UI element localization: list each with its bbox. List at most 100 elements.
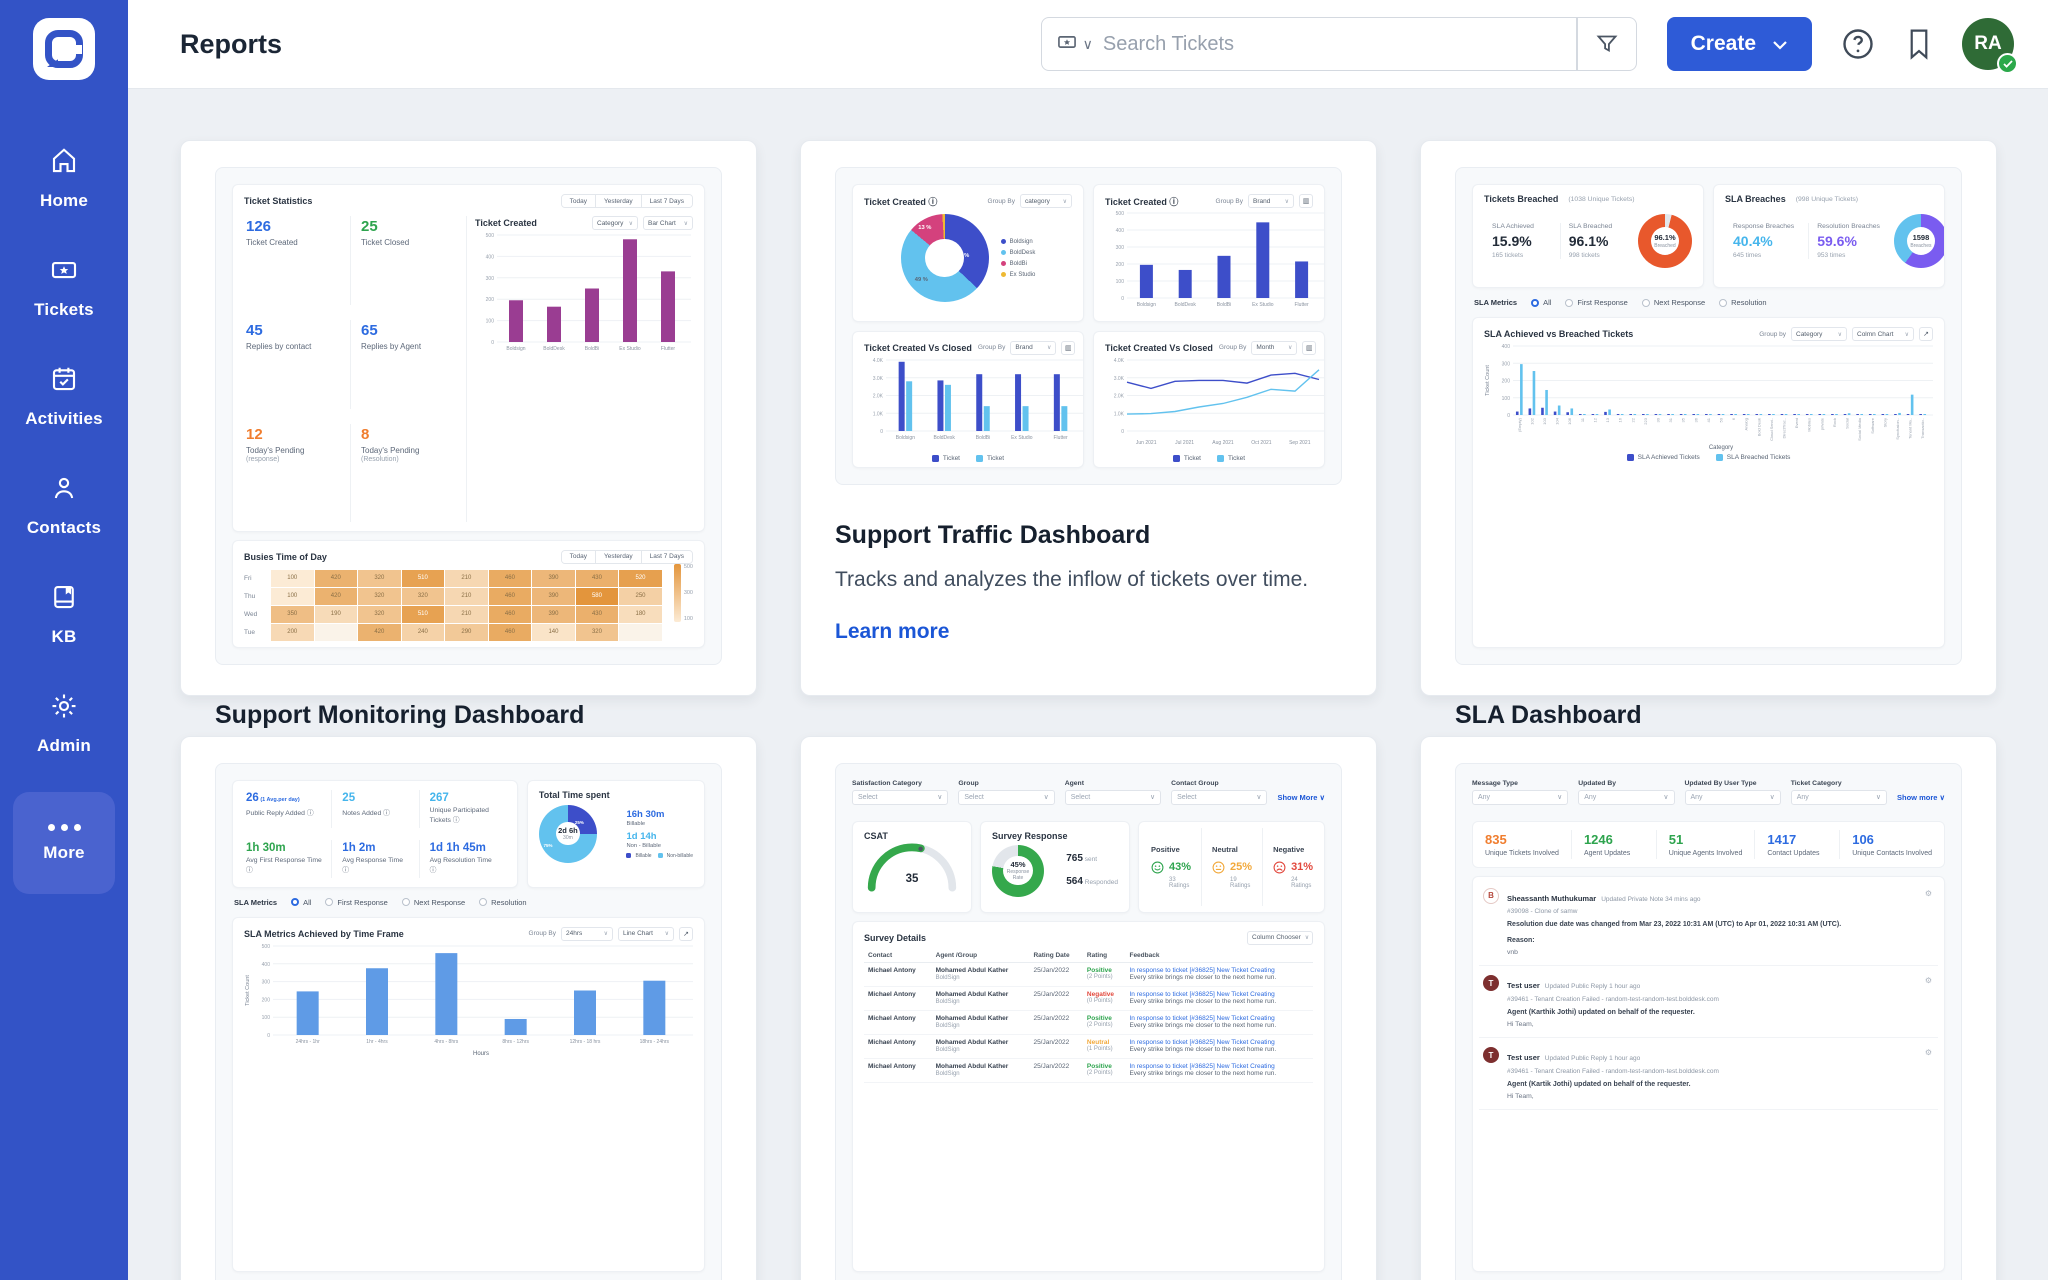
sidebar-item-label: Contacts (26, 518, 102, 537)
svg-text:Boldsign: Boldsign (896, 435, 915, 441)
report-card-sla[interactable]: Tickets Breached (1038 Unique Tickets) SLA… (1420, 140, 1997, 822)
chevron-down-icon: ∨ (1256, 794, 1262, 801)
chevron-down-icon: ∨ (1284, 198, 1289, 205)
stat-value: 1h 30m (246, 841, 286, 854)
svg-text:1.0K: 1.0K (873, 411, 884, 417)
created-vs-closed-line-panel: Ticket Created Vs Closed Group By Month ∨ ▥ 0… (1093, 330, 1325, 468)
stat-item: 564 Responded (1066, 875, 1118, 887)
bookmark-button[interactable] (1904, 27, 1934, 61)
filter-select: Select ∨ (1171, 789, 1268, 805)
heatmap-cell: 580 (575, 587, 619, 605)
filter-icon[interactable] (1578, 32, 1636, 56)
search-scope-selector[interactable]: ∨ (1042, 31, 1103, 58)
radio-option: First Response (1565, 298, 1628, 307)
sidebar-item-kb[interactable]: KB (0, 560, 128, 669)
svg-text:Flutter: Flutter (1054, 435, 1069, 441)
svg-text:Category: Category (1708, 445, 1732, 451)
report-card-ticket-conversation[interactable]: Message Type Any ∨ Updated By Any ∨ Updated By… (1420, 735, 1997, 1280)
radio-option: All (291, 898, 311, 907)
mini-select: 24hrs ∨ (561, 926, 613, 941)
expand-icon: ↗ (1919, 327, 1933, 341)
survey-response-panel: Survey Response 45% Response Rate 765 sent 56… (980, 820, 1130, 913)
stat-label: Unique Contacts Involved (1852, 849, 1932, 857)
donut-chart: 1598 Breaches (1893, 214, 1944, 268)
card-thumbnail: Tickets Breached (1038 Unique Tickets) SLA… (1455, 167, 1962, 665)
stat-label: Ticket Closed (361, 238, 410, 247)
report-card-support-monitoring[interactable]: Ticket Statistics Today Yesterday Last 7 Da… (180, 140, 757, 822)
filter-field: Ticket Category Any ∨ (1790, 780, 1887, 805)
stat-item: 45 Replies by contact (244, 320, 350, 409)
avatar[interactable]: RA (1962, 18, 2018, 74)
create-button[interactable]: Create (1666, 17, 1812, 71)
stat-label: Notes Added ⓘ (342, 809, 390, 817)
card-thumbnail: Message Type Any ∨ Updated By Any ∨ Updated By… (1455, 762, 1962, 1280)
stat-item: 1h 30m Avg First Response Time ⓘ (244, 840, 331, 878)
donut-chart: 45% Response Rate (992, 844, 1044, 897)
mini-select: Brand ∨ (1010, 340, 1057, 355)
app-logo[interactable] (33, 18, 95, 80)
divider (1576, 18, 1578, 70)
chevron-down-icon: ∨ (1837, 331, 1842, 338)
svg-text:Cloud Servi..: Cloud Servi.. (1768, 418, 1773, 441)
svg-text:Hours: Hours (472, 1051, 488, 1057)
filter-field: Group Select ∨ (958, 780, 1055, 805)
time-button: Yesterday (595, 195, 641, 207)
radio-option: All (1531, 298, 1551, 307)
report-card-agent-performance[interactable]: 26 (1 Avg.per day) Public Reply Added ⓘ 25… (180, 735, 757, 1280)
gear-icon: ⚙ (1924, 976, 1932, 985)
agent-stats-panel: 26 (1 Avg.per day) Public Reply Added ⓘ 25… (232, 779, 518, 888)
radio-option: Resolution (1719, 298, 1767, 307)
csat-summary-row: CSAT 35 Survey Response 45% Response Rate 765 … (852, 820, 1325, 913)
survey-counts: 765 sent 564 Responded (1066, 848, 1118, 894)
svg-text:13: 13 (1605, 417, 1610, 422)
chart-legend: Ticket Ticket (1105, 454, 1313, 462)
search-box: ∨ (1040, 17, 1637, 71)
filter-select: Any ∨ (1578, 789, 1675, 805)
chart-title: Ticket Created ⓘ (1105, 196, 1179, 207)
card-description: Tracks and analyzes the inflow of ticket… (835, 568, 1309, 591)
svg-text:22: 22 (1630, 417, 1635, 422)
stat-label: Avg First Response Time ⓘ (246, 856, 322, 874)
svg-text:Tenant Ma..: Tenant Ma.. (1907, 418, 1912, 439)
svg-text:Mobiles: Mobiles (1806, 418, 1811, 432)
heatmap-cell: 100 (271, 587, 314, 605)
svg-text:Aug 2021: Aug 2021 (1212, 440, 1234, 446)
radio-option: Resolution (479, 898, 527, 907)
heatmap-cell: 460 (488, 605, 532, 623)
svg-text:200: 200 (486, 297, 495, 303)
sidebar-item-contacts[interactable]: Contacts (0, 451, 128, 560)
home-icon (49, 146, 79, 181)
filters-row: Message Type Any ∨ Updated By Any ∨ Updated By… (1472, 780, 1945, 805)
help-button[interactable] (1840, 26, 1876, 62)
sidebar-item-label: Admin (37, 736, 91, 755)
sidebar-item-home[interactable]: Home (0, 124, 128, 233)
sidebar-item-more[interactable]: More (13, 792, 115, 894)
time-range-buttons: Today Yesterday Last 7 Days (560, 549, 693, 564)
learn-more-link[interactable]: Learn more (835, 619, 950, 643)
chevron-down-icon: ∨ (1046, 345, 1052, 351)
search-input[interactable] (1102, 32, 1577, 56)
svg-text:500: 500 (1116, 211, 1125, 217)
heatmap-cell: 390 (532, 569, 575, 587)
heatmap-day-label: Thu (244, 592, 256, 600)
time-button: Yesterday (595, 550, 641, 563)
message-item: T Test user Updated Public Reply 1 hour ag… (1479, 966, 1938, 1038)
radio-option: Next Response (401, 898, 465, 907)
sidebar-item-tickets[interactable]: Tickets (0, 233, 128, 342)
svg-text:DirectTrac..: DirectTrac.. (1781, 418, 1786, 439)
chevron-down-icon: ∨ (1082, 35, 1093, 52)
svg-text:Ex Studio: Ex Studio (1252, 302, 1274, 308)
message-text: Agent (Karthik Jothi) updated on behalf … (1507, 1008, 1695, 1016)
panel-title: Tickets Breached (1484, 194, 1559, 204)
stat-item: Resolution Breaches 59.6% 953 times (1808, 223, 1888, 259)
sidebar-item-activities[interactable]: Activities (0, 342, 128, 451)
donut-chart: 2d 6h 30m 25% 75% (538, 804, 597, 863)
stat-item: 65 Replies by Agent (350, 320, 456, 410)
report-card-customer-satisfaction[interactable]: Satisfaction Category Select ∨ Group Select ∨… (800, 735, 1377, 1280)
report-cards-grid: Ticket Statistics Today Yesterday Last 7 Da… (180, 140, 1997, 1280)
chevron-down-icon: ∨ (683, 220, 688, 227)
report-card-support-traffic[interactable]: Ticket Created ⓘ Group By category ∨ 37 % 49 … (800, 140, 1377, 696)
stat-item: 1417 Contact Updates (1754, 829, 1839, 859)
svg-text:300: 300 (261, 979, 270, 985)
sidebar-item-admin[interactable]: Admin (0, 669, 128, 778)
